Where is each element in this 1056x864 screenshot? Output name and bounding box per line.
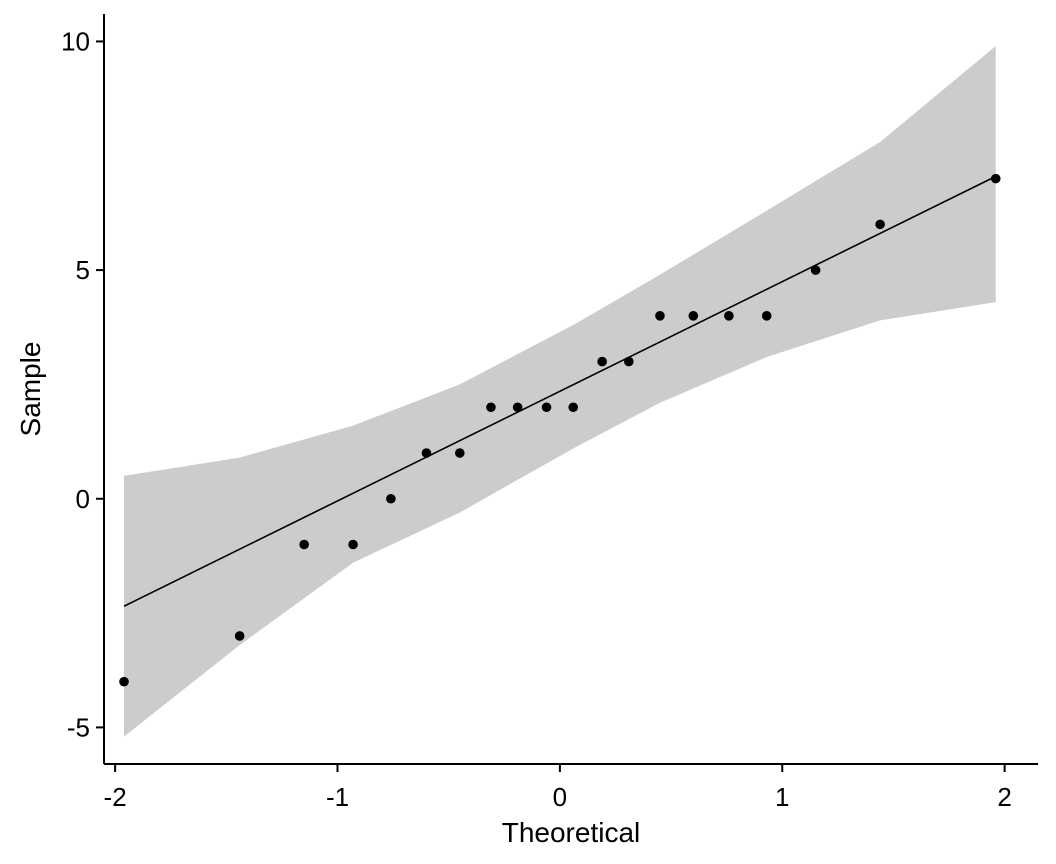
reference-line-layer bbox=[123, 175, 997, 607]
y-tick-label: 5 bbox=[76, 255, 90, 285]
reference-line bbox=[123, 175, 997, 607]
data-point bbox=[455, 448, 465, 458]
data-point bbox=[512, 402, 523, 413]
data-point bbox=[724, 311, 734, 321]
data-point bbox=[655, 311, 665, 321]
data-point bbox=[421, 448, 432, 458]
data-point bbox=[299, 539, 309, 550]
data-point bbox=[348, 539, 358, 550]
data-point bbox=[688, 311, 699, 321]
y-ticks: -5 0 5 10 bbox=[61, 26, 104, 742]
x-tick-label: -2 bbox=[104, 782, 127, 812]
x-tick-label: 0 bbox=[553, 782, 567, 812]
data-points-layer bbox=[119, 173, 1001, 687]
y-tick-label: 10 bbox=[61, 26, 90, 56]
data-point bbox=[541, 402, 552, 413]
y-tick-label: -5 bbox=[67, 712, 90, 742]
data-point bbox=[386, 493, 396, 504]
y-axis-title: Sample bbox=[15, 342, 46, 437]
y-tick-label: 0 bbox=[76, 484, 90, 514]
x-axis-title: Theoretical bbox=[502, 817, 641, 848]
data-point bbox=[119, 676, 129, 687]
x-tick-label: 2 bbox=[997, 782, 1011, 812]
data-point bbox=[761, 311, 772, 321]
axes-layer bbox=[103, 14, 1038, 765]
data-point bbox=[568, 402, 579, 413]
data-point bbox=[234, 631, 245, 641]
data-point bbox=[875, 219, 885, 230]
data-point bbox=[597, 356, 607, 367]
x-tick-label: 1 bbox=[775, 782, 789, 812]
x-ticks: -2 -1 0 1 2 bbox=[104, 764, 1012, 812]
data-point bbox=[624, 356, 634, 367]
data-point bbox=[486, 402, 496, 413]
data-point bbox=[990, 173, 1001, 184]
x-tick-label: -1 bbox=[326, 782, 349, 812]
data-point bbox=[810, 265, 821, 275]
